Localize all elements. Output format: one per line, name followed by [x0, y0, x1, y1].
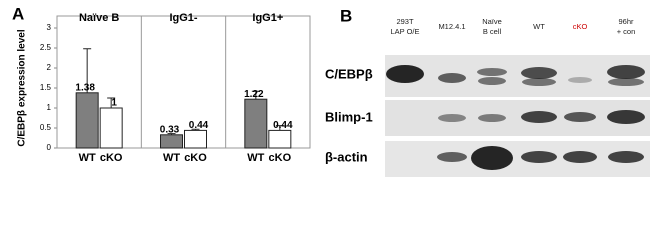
lane-label: 96hr: [618, 17, 634, 26]
row-label: C/EBPβ: [325, 66, 373, 81]
y-tick-label: 0.5: [40, 123, 52, 132]
group-title: IgG1-: [169, 12, 197, 24]
lane-label: + con: [617, 27, 636, 36]
y-tick-label: 2: [47, 63, 52, 72]
bar: [160, 134, 183, 149]
bar: [75, 92, 99, 149]
y-tick-label: 1: [47, 103, 52, 112]
panel-label: A: [12, 4, 24, 23]
value-label: 1.38: [75, 82, 95, 93]
x-tick-label: cKO: [269, 152, 292, 164]
value-label: 0.44: [189, 120, 209, 131]
error-bar: [275, 125, 284, 131]
error-bar: [83, 48, 92, 93]
x-tick-label: WT: [247, 152, 264, 164]
error-bar: [167, 133, 176, 135]
y-tick-label: 0: [47, 143, 52, 152]
lane-label: 293T: [396, 17, 414, 26]
bar: [99, 107, 123, 149]
x-tick-label: WT: [79, 152, 96, 164]
blot-strips: [385, 55, 650, 177]
group-title: IgG1+: [252, 12, 283, 24]
error-bar: [107, 97, 116, 108]
panel-label: B: [340, 6, 352, 25]
y-tick-label: 2.5: [40, 43, 52, 52]
value-label: 1: [111, 98, 117, 109]
y-axis-label: C/EBPβ expression level: [17, 29, 28, 146]
row-label: β-actin: [325, 149, 368, 164]
y-tick-label: 3: [47, 23, 52, 32]
x-tick-label: WT: [163, 152, 180, 164]
y-tick-label: 1.5: [40, 83, 52, 92]
value-label: 0.33: [160, 124, 180, 135]
plot-frame: [56, 15, 311, 149]
row-label: Blimp-1: [325, 109, 373, 124]
x-tick-label: cKO: [184, 152, 207, 164]
bar: [244, 98, 268, 149]
x-tick-label: cKO: [100, 152, 123, 164]
lane-label: M12.4.1: [438, 22, 465, 31]
figure: A C/EBPβ expression level B 0: [12, 4, 650, 177]
bar: [268, 129, 292, 149]
value-label: 1.22: [244, 89, 264, 100]
group-title: Naïve B: [79, 12, 119, 24]
bar: [184, 129, 207, 149]
error-bar: [191, 128, 200, 131]
lane-label: B cell: [483, 27, 502, 36]
lane-label: Naïve: [482, 17, 502, 26]
lane-label: cKO: [573, 22, 588, 31]
value-label: 0.44: [273, 120, 293, 131]
error-bar: [251, 90, 260, 100]
lane-label: LAP O/E: [390, 27, 419, 36]
lane-label: WT: [533, 22, 545, 31]
